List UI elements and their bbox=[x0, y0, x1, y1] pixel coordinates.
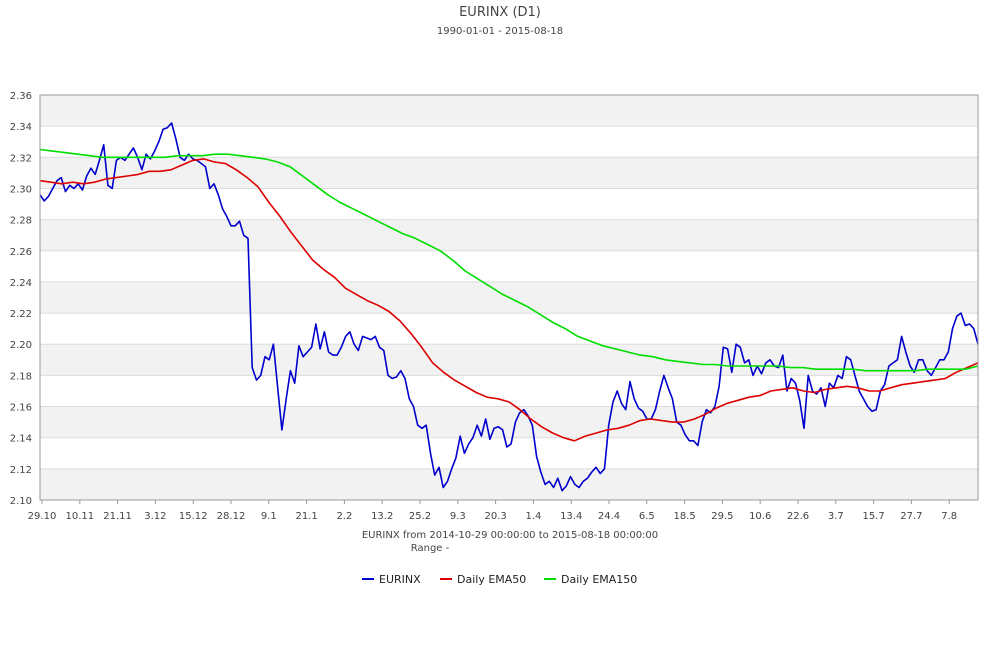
y-tick-label: 2.22 bbox=[10, 309, 32, 320]
x-tick-label: 28.12 bbox=[217, 511, 246, 522]
grid-band bbox=[40, 219, 978, 251]
x-axis-label: EURINX from 2014-10-29 00:00:00 to 2015-… bbox=[362, 530, 658, 541]
x-tick-label: 7.8 bbox=[941, 511, 957, 522]
series-layer bbox=[39, 122, 979, 492]
y-tick-label: 2.10 bbox=[10, 496, 32, 507]
chart-title: EURINX (D1) bbox=[459, 5, 541, 20]
y-tick-label: 2.20 bbox=[10, 340, 32, 351]
x-tick-label: 3.12 bbox=[144, 511, 166, 522]
legend-label: Daily EMA150 bbox=[561, 573, 637, 586]
x-tick-label: 3.7 bbox=[828, 511, 844, 522]
legend-label: EURINX bbox=[379, 573, 421, 586]
grid-band bbox=[40, 406, 978, 438]
x-tick-label: 15.12 bbox=[179, 511, 208, 522]
y-tick-label: 2.28 bbox=[10, 216, 32, 227]
x-tick-label: 18.5 bbox=[673, 511, 695, 522]
x-tick-label: 1.4 bbox=[525, 511, 541, 522]
y-tick-label: 2.34 bbox=[10, 122, 32, 133]
y-tick-label: 2.24 bbox=[10, 278, 32, 289]
x-tick-label: 9.1 bbox=[261, 511, 277, 522]
grid-band bbox=[40, 157, 978, 189]
grid-band bbox=[40, 95, 978, 127]
y-axis: 2.10 2.12 2.14 2.16 2.18 2.20 2.22 2.24 2.26 2.28… bbox=[10, 91, 32, 507]
plot-frame bbox=[39, 94, 979, 501]
x-tick-label: 10.6 bbox=[749, 511, 771, 522]
chart-subtitle: 1990-01-01 - 2015-08-18 bbox=[436, 26, 564, 37]
x-tick-label: 9.3 bbox=[450, 511, 466, 522]
x-tick-label: 2.2 bbox=[336, 511, 352, 522]
y-tick-label: 2.18 bbox=[10, 371, 32, 382]
y-tick-label: 2.14 bbox=[10, 434, 32, 445]
x-tick-label: 25.2 bbox=[409, 511, 431, 522]
x-tick-label: 21.11 bbox=[103, 511, 132, 522]
y-tick-label: 2.26 bbox=[10, 247, 32, 258]
x-tick-label: 13.2 bbox=[371, 511, 393, 522]
legend: EURINX Daily EMA50 Daily EMA150 bbox=[362, 573, 637, 586]
x-tick-label: 15.7 bbox=[862, 511, 884, 522]
x-axis: 29.10 10.11 21.11 3.12 15.12 28.12 9.1 21.1 2.2 1… bbox=[28, 500, 957, 522]
grid-band bbox=[40, 344, 978, 376]
grid-band bbox=[40, 468, 978, 500]
y-tick-label: 2.36 bbox=[10, 91, 32, 102]
legend-item: Daily EMA50 bbox=[440, 573, 526, 586]
y-tick-label: 2.30 bbox=[10, 184, 32, 195]
x-tick-label: 24.4 bbox=[598, 511, 620, 522]
x-tick-label: 27.7 bbox=[900, 511, 922, 522]
y-tick-label: 2.16 bbox=[10, 403, 32, 414]
x-tick-label: 13.4 bbox=[560, 511, 582, 522]
series-line-daily-ema50 bbox=[39, 158, 979, 442]
x-tick-label: 29.10 bbox=[28, 511, 57, 522]
legend-label: Daily EMA50 bbox=[457, 573, 526, 586]
x-tick-label: 6.5 bbox=[639, 511, 655, 522]
x-tick-label: 10.11 bbox=[65, 511, 94, 522]
x-axis-range-label: Range - bbox=[411, 543, 450, 554]
y-tick-label: 2.32 bbox=[10, 153, 32, 164]
x-tick-label: 22.6 bbox=[787, 511, 809, 522]
x-tick-label: 20.3 bbox=[484, 511, 506, 522]
x-tick-label: 21.1 bbox=[295, 511, 317, 522]
y-tick-label: 2.12 bbox=[10, 465, 32, 476]
x-tick-label: 29.5 bbox=[711, 511, 733, 522]
legend-item: Daily EMA150 bbox=[544, 573, 637, 586]
legend-item: EURINX bbox=[362, 573, 421, 586]
series-line-daily-ema150 bbox=[39, 148, 979, 372]
